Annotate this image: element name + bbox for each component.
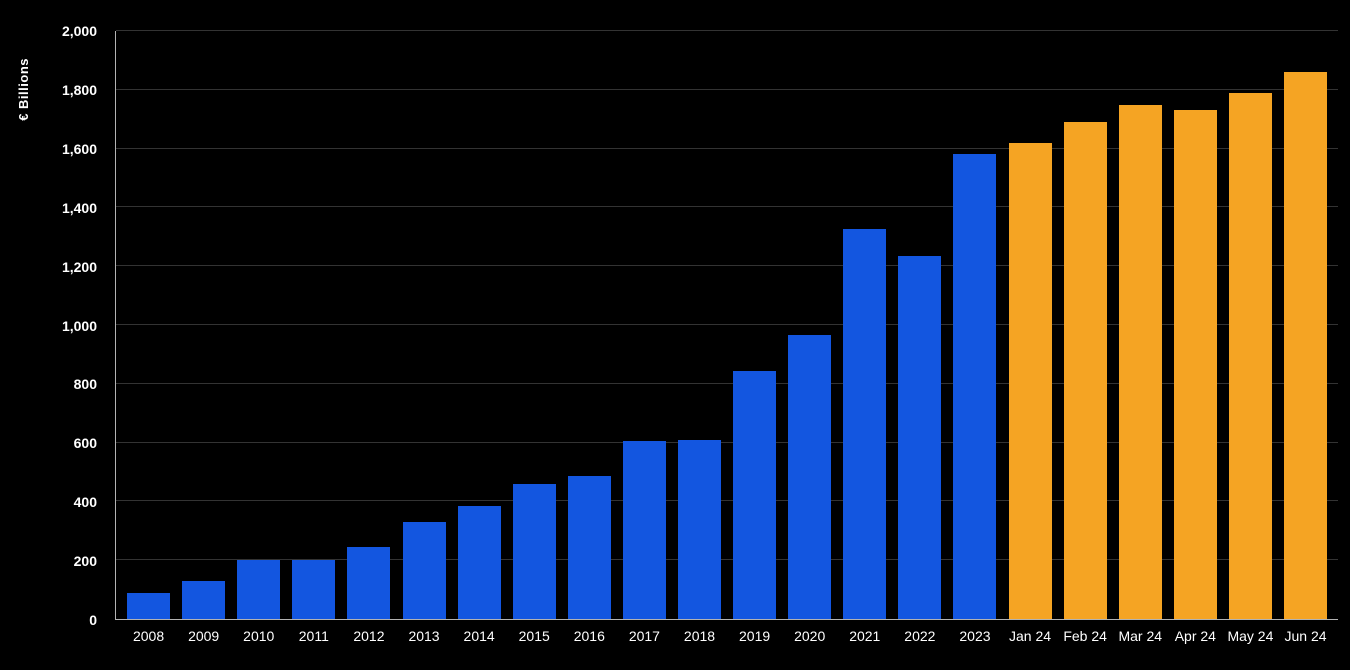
bar-column: 2013 — [396, 31, 451, 644]
bar-column: May 24 — [1223, 31, 1278, 644]
y-tick-label: 400 — [73, 494, 97, 511]
x-tick-label: 2019 — [739, 628, 771, 644]
x-tick-label: 2009 — [188, 628, 220, 644]
y-tick-label: 2,000 — [61, 23, 97, 39]
bars-container: 2008 2009 2010 2011 2012 2013 2014 2015 2016 2017… — [116, 31, 1338, 644]
y-tick-label: 800 — [73, 376, 97, 393]
y-tick-label: 600 — [73, 435, 97, 452]
x-tick-label: 2022 — [904, 628, 936, 644]
bar-column: Jan 24 — [1003, 31, 1058, 644]
x-tick-label: 2020 — [794, 628, 826, 644]
bar — [457, 505, 501, 619]
bar — [1228, 92, 1272, 619]
gridline — [116, 559, 1338, 561]
plot-area: 2008 2009 2010 2011 2012 2013 2014 2015 2016 2017… — [115, 30, 1338, 644]
gridline — [116, 324, 1338, 325]
y-tick-label: 200 — [73, 553, 97, 570]
y-tick-label: 1,400 — [61, 199, 97, 216]
bar-column: Feb 24 — [1058, 31, 1113, 644]
gridline — [116, 500, 1338, 502]
y-tick-label: 0 — [89, 612, 97, 628]
gridline — [116, 30, 1338, 31]
bar-column: 2018 — [672, 31, 727, 644]
bar — [127, 592, 171, 619]
bar-column: 2014 — [452, 31, 507, 644]
gridline — [116, 88, 1338, 90]
bar-column: 2021 — [837, 31, 892, 644]
bar-column: 2015 — [507, 31, 562, 644]
bar — [622, 441, 666, 619]
gridline — [116, 147, 1338, 149]
x-tick-label: 2012 — [353, 628, 385, 644]
bar — [678, 439, 721, 619]
gridline — [116, 382, 1338, 384]
gridline — [116, 441, 1338, 443]
bar-column: Jun 24 — [1278, 31, 1333, 644]
bar — [1063, 122, 1107, 619]
bar — [237, 560, 281, 619]
bar — [843, 229, 887, 619]
gridline — [116, 265, 1338, 267]
x-tick-label: 2018 — [683, 628, 716, 644]
x-tick-label: 2016 — [573, 628, 605, 644]
bar-column: 2017 — [617, 31, 672, 644]
bar-column: 2012 — [341, 31, 396, 644]
bar — [1118, 104, 1162, 619]
y-tick-label: 1,200 — [61, 258, 97, 275]
x-tick-label: 2017 — [628, 628, 660, 644]
bar — [512, 483, 556, 619]
bar-column: 2016 — [562, 31, 617, 644]
x-tick-label: 2010 — [243, 628, 275, 644]
x-tick-label: 2008 — [132, 628, 165, 644]
bar-column: Mar 24 — [1113, 31, 1168, 644]
x-tick-label: Jan 24 — [1009, 628, 1052, 644]
bar-column: 2022 — [892, 31, 947, 644]
bar — [1008, 142, 1052, 619]
bar — [788, 335, 832, 619]
bar-column: 2019 — [727, 31, 782, 644]
y-tick-label: 1,600 — [61, 140, 97, 157]
gridline — [116, 206, 1338, 208]
y-axis-ticks: 0 200 400 600 800 1,000 1,200 1,400 1,600 1,800 2,… — [0, 23, 105, 628]
bar-column: 2011 — [286, 31, 341, 644]
y-tick-label: 1,800 — [61, 81, 97, 98]
bar-column: 2020 — [782, 31, 837, 644]
bar-column: 2023 — [947, 31, 1002, 644]
x-tick-label: May 24 — [1227, 628, 1274, 644]
bar — [292, 560, 336, 619]
bar — [898, 255, 942, 619]
x-tick-label: Jun 24 — [1284, 628, 1327, 644]
x-tick-label: 2014 — [463, 628, 495, 644]
bar-column: 2009 — [176, 31, 231, 644]
bar-column: Apr 24 — [1168, 31, 1223, 644]
x-tick-label: Apr 24 — [1174, 628, 1216, 644]
bar — [1284, 72, 1327, 619]
x-tick-label: 2013 — [408, 628, 440, 644]
x-tick-label: Mar 24 — [1118, 628, 1163, 644]
bar-column: 2010 — [231, 31, 286, 644]
bar — [953, 154, 997, 619]
x-tick-label: 2015 — [518, 628, 550, 644]
bar — [182, 580, 226, 619]
bar-column: 2008 — [121, 31, 176, 644]
bar — [347, 546, 391, 619]
bar — [1173, 110, 1217, 619]
bar — [733, 370, 777, 619]
x-tick-label: Feb 24 — [1063, 628, 1107, 644]
x-tick-label: 2023 — [959, 628, 991, 644]
y-tick-label: 1,000 — [61, 317, 97, 334]
bar — [402, 521, 446, 619]
x-tick-label: 2011 — [298, 628, 329, 644]
x-tick-label: 2021 — [849, 628, 881, 644]
bar — [567, 476, 611, 619]
